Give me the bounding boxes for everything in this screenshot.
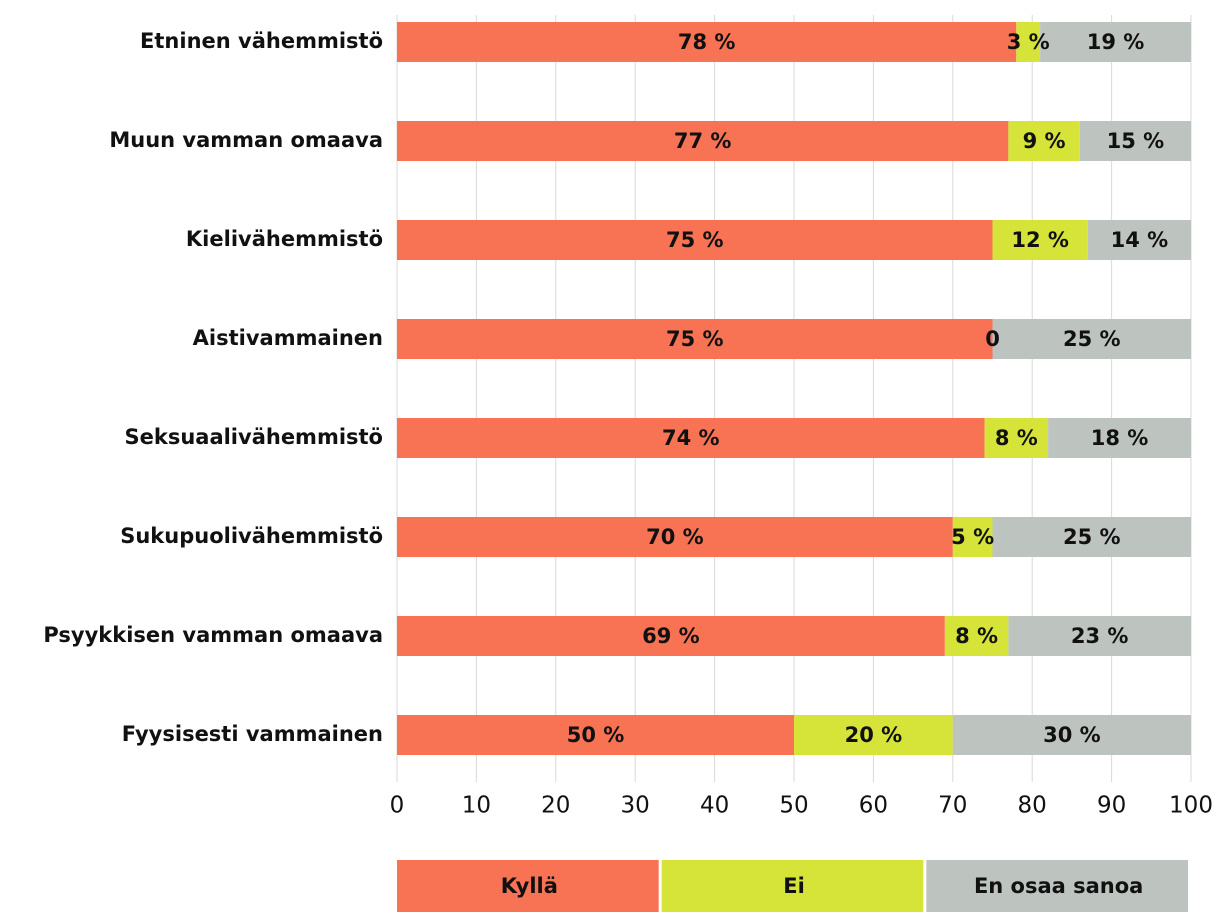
bar-segment	[794, 715, 953, 755]
x-tick-label: 30	[621, 793, 650, 819]
x-tick-label: 40	[700, 793, 729, 819]
bar-segment	[397, 121, 1009, 161]
legend-label: Kyllä	[501, 874, 558, 898]
value-label: 50 %	[567, 723, 625, 747]
legend-label: En osaa sanoa	[974, 874, 1143, 898]
bar-segment	[397, 319, 993, 359]
legend-swatch	[661, 860, 924, 912]
value-label: 23 %	[1071, 624, 1129, 648]
x-tick-label: 10	[462, 793, 491, 819]
legend-swatch	[926, 860, 1188, 912]
bar-segment	[952, 715, 1191, 755]
value-label: 78 %	[678, 30, 736, 54]
value-label: 18 %	[1091, 426, 1149, 450]
value-label: 3 %	[1007, 30, 1050, 54]
value-label: 77 %	[674, 129, 732, 153]
bar-segment	[1008, 121, 1080, 161]
bar-segment	[1079, 121, 1191, 161]
value-label: 75 %	[666, 327, 724, 351]
value-label: 75 %	[666, 228, 724, 252]
bar-segment	[1040, 22, 1191, 62]
bars	[397, 22, 1191, 755]
x-tick-label: 60	[859, 793, 888, 819]
x-tick-label: 100	[1169, 793, 1213, 819]
value-label: 15 %	[1107, 129, 1165, 153]
category-label: Muun vamman omaava	[109, 128, 383, 152]
x-tick-label: 50	[779, 793, 808, 819]
value-label: 0	[985, 327, 1000, 351]
x-tick-label: 80	[1018, 793, 1047, 819]
bar-segment	[1016, 22, 1041, 62]
bar-segment	[397, 715, 794, 755]
value-label: 25 %	[1063, 327, 1121, 351]
value-label: 74 %	[662, 426, 720, 450]
x-tick-label: 20	[541, 793, 570, 819]
category-label: Seksuaalivähemmistö	[124, 425, 383, 449]
value-label: 25 %	[1063, 525, 1121, 549]
bar-segment	[397, 616, 945, 656]
value-label: 8 %	[995, 426, 1038, 450]
bar-segment	[397, 22, 1017, 62]
value-label: 70 %	[646, 525, 704, 549]
category-label: Etninen vähemmistö	[140, 29, 383, 53]
value-label: 20 %	[845, 723, 903, 747]
bar-segment	[1008, 616, 1191, 656]
bar-segment	[944, 616, 1009, 656]
value-label: 69 %	[642, 624, 700, 648]
category-label: Kielivähemmistö	[186, 227, 383, 251]
x-tick-label: 90	[1097, 793, 1126, 819]
bar-segment	[1087, 220, 1191, 260]
value-label: 12 %	[1011, 228, 1069, 252]
value-label: 8 %	[955, 624, 998, 648]
bar-segment	[397, 418, 985, 458]
bar-segment	[397, 220, 993, 260]
bar-segment	[992, 220, 1088, 260]
x-tick-label: 0	[390, 793, 405, 819]
value-label: 9 %	[1023, 129, 1066, 153]
value-label: 5 %	[951, 525, 994, 549]
category-label: Aistivammainen	[193, 326, 383, 350]
bar-segment	[992, 517, 1191, 557]
labels: 0 10 20 30 40 50 60 70 80 90 100 Etninen vähemmistö…	[43, 29, 1213, 912]
category-label: Sukupuolivähemmistö	[120, 524, 383, 548]
bar-segment	[952, 517, 993, 557]
value-label: 19 %	[1087, 30, 1145, 54]
value-label: 14 %	[1111, 228, 1169, 252]
category-label: Fyysisesti vammainen	[122, 722, 383, 746]
value-label: 30 %	[1043, 723, 1101, 747]
bar-segment	[984, 418, 1049, 458]
bar-segment	[1048, 418, 1191, 458]
category-label: Psyykkisen vamman omaava	[43, 623, 383, 647]
bar-segment	[397, 517, 953, 557]
legend-label: Ei	[783, 874, 805, 898]
legend-swatch	[397, 860, 659, 912]
x-tick-label: 70	[938, 793, 967, 819]
bar-segment	[992, 319, 1191, 359]
